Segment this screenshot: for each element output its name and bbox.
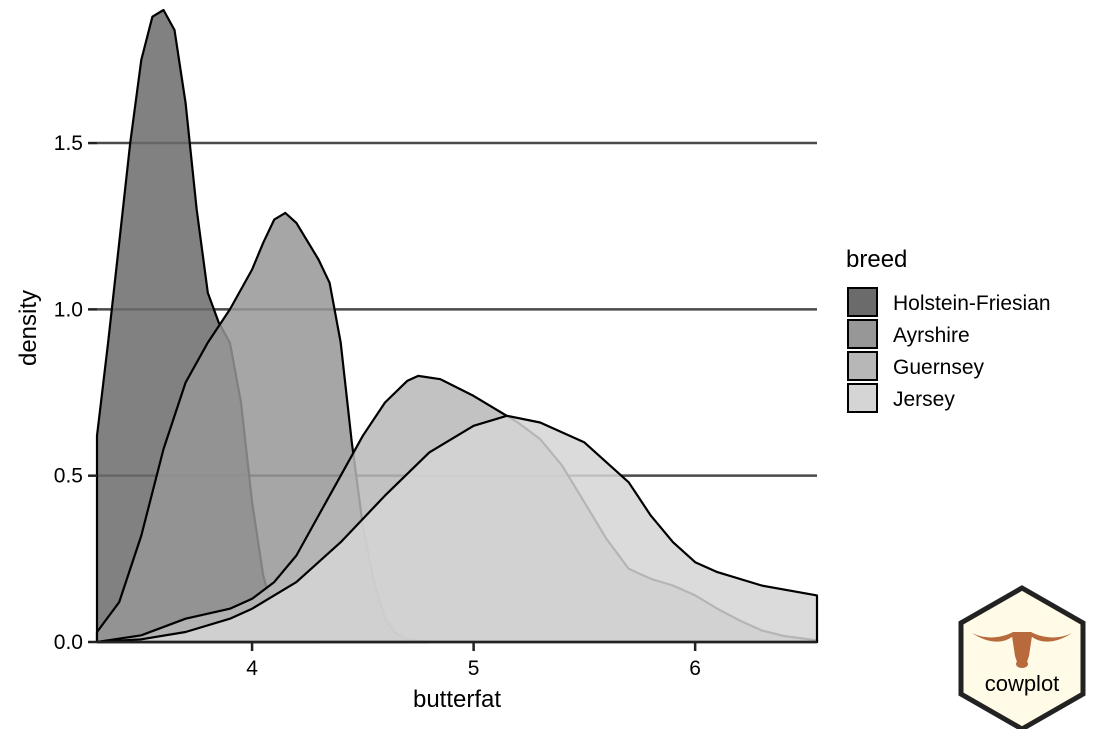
legend-label-1: Ayrshire bbox=[893, 324, 970, 347]
axes: 4 5 6 0.0 0.5 1.0 1.5 bbox=[54, 132, 817, 680]
longhorn-icon bbox=[972, 632, 1072, 668]
legend-swatch-3 bbox=[847, 383, 878, 413]
cowplot-logo: cowplot bbox=[958, 585, 1086, 732]
legend-swatch-1 bbox=[847, 319, 878, 349]
x-tick-label-1: 5 bbox=[468, 657, 480, 680]
y-tick-label-3: 1.5 bbox=[54, 132, 83, 155]
y-axis-title: density bbox=[15, 290, 42, 366]
legend-swatch-0 bbox=[847, 287, 878, 317]
y-tick-label-2: 1.0 bbox=[54, 298, 83, 321]
legend-label-0: Holstein-Friesian bbox=[893, 292, 1051, 315]
y-tick-label-0: 0.0 bbox=[54, 631, 83, 654]
density-area-3 bbox=[95, 414, 819, 644]
legend-label-3: Jersey bbox=[893, 388, 955, 411]
y-tick-label-1: 0.5 bbox=[54, 465, 83, 488]
legend-label-2: Guernsey bbox=[893, 356, 985, 379]
x-tick-label-2: 6 bbox=[689, 657, 701, 680]
legend: breed Holstein-Friesian Ayrshire Guernsey J… bbox=[846, 246, 1051, 413]
legend-swatch-2 bbox=[847, 351, 878, 381]
x-tick-label-0: 4 bbox=[246, 657, 258, 680]
density-areas bbox=[95, 8, 819, 644]
logo-text: cowplot bbox=[985, 671, 1060, 696]
x-axis-title: butterfat bbox=[413, 686, 501, 713]
legend-title: breed bbox=[846, 246, 907, 273]
